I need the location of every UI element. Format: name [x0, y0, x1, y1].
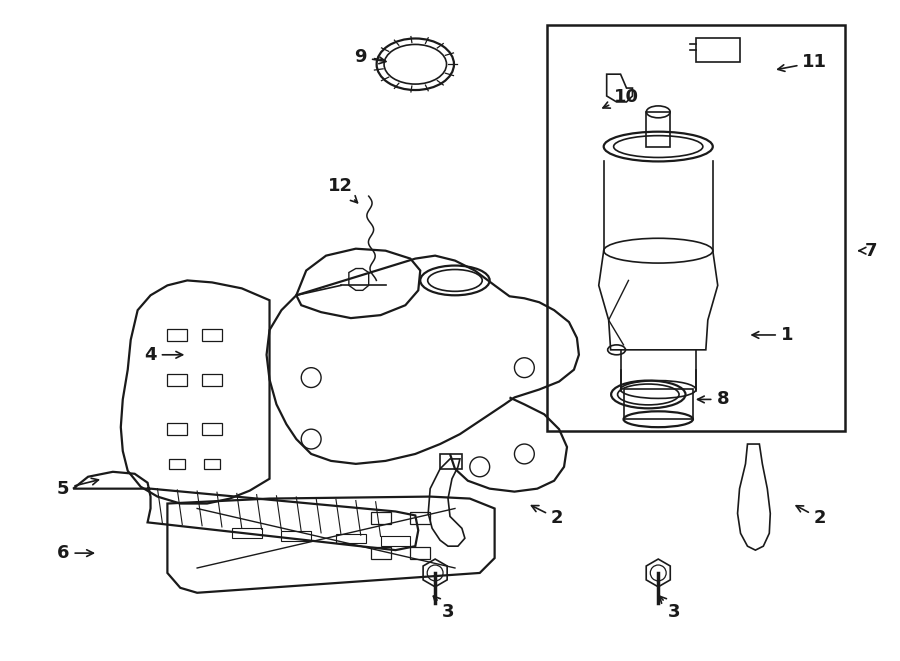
Bar	[167, 423, 187, 435]
Text: 11: 11	[778, 54, 827, 71]
Bar	[202, 373, 222, 385]
Text: 4: 4	[144, 346, 183, 364]
Bar	[646, 112, 670, 147]
Text: 6: 6	[57, 544, 94, 562]
Bar	[204, 459, 220, 469]
Text: 12: 12	[328, 177, 357, 203]
Bar	[282, 531, 311, 541]
Text: 5: 5	[57, 479, 98, 498]
Text: 1: 1	[752, 326, 794, 344]
Bar	[169, 459, 185, 469]
Bar	[202, 423, 222, 435]
Bar	[202, 329, 222, 341]
Text: 10: 10	[603, 88, 639, 108]
Text: 9: 9	[355, 48, 386, 66]
Bar	[232, 528, 262, 538]
Bar	[624, 389, 693, 419]
Text: 3: 3	[660, 596, 680, 621]
Bar	[547, 24, 845, 431]
Text: 8: 8	[698, 391, 729, 408]
Text: 3: 3	[434, 596, 454, 621]
Bar	[410, 547, 430, 559]
Bar	[167, 373, 187, 385]
Bar	[410, 512, 430, 524]
Bar	[440, 454, 462, 469]
Bar	[696, 38, 740, 62]
Bar	[381, 536, 410, 546]
Text: 7: 7	[859, 242, 877, 260]
Text: 2: 2	[532, 506, 563, 527]
Bar	[371, 512, 391, 524]
Bar	[371, 547, 391, 559]
Bar	[167, 329, 187, 341]
Bar	[336, 533, 365, 543]
Text: 2: 2	[796, 506, 826, 527]
